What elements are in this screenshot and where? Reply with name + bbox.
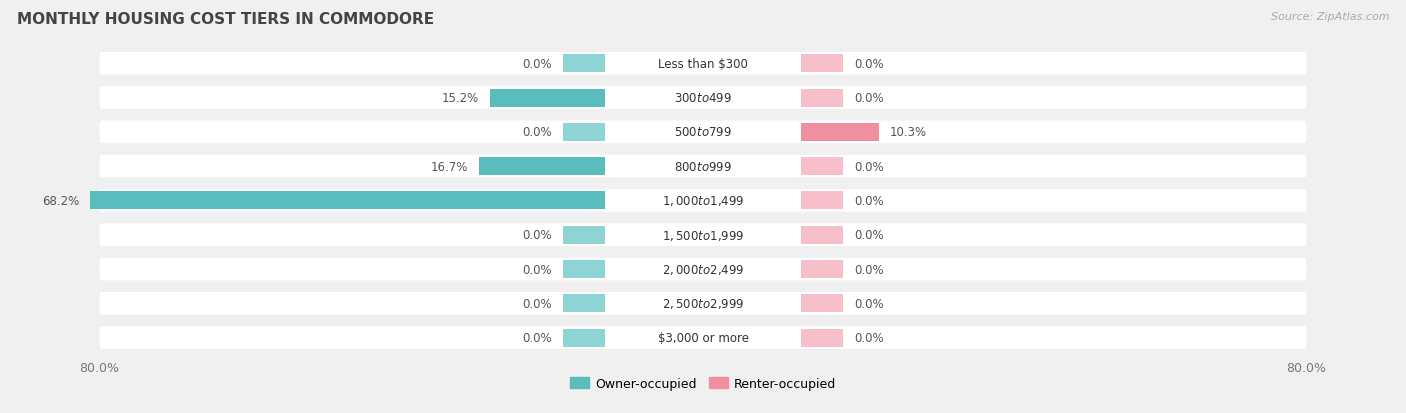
Text: $500 to $799: $500 to $799	[673, 126, 733, 139]
Text: 0.0%: 0.0%	[853, 57, 883, 71]
Text: $1,500 to $1,999: $1,500 to $1,999	[662, 228, 744, 242]
Text: Less than $300: Less than $300	[658, 57, 748, 71]
FancyBboxPatch shape	[100, 326, 1306, 349]
Text: 0.0%: 0.0%	[853, 229, 883, 242]
Text: Source: ZipAtlas.com: Source: ZipAtlas.com	[1271, 12, 1389, 22]
Text: 16.7%: 16.7%	[430, 160, 468, 173]
Bar	[801, 192, 842, 210]
FancyBboxPatch shape	[100, 224, 1306, 247]
FancyBboxPatch shape	[100, 87, 1306, 109]
Bar	[564, 260, 605, 278]
FancyBboxPatch shape	[100, 121, 1306, 144]
Bar	[479, 158, 605, 176]
FancyBboxPatch shape	[100, 258, 1306, 281]
Text: $1,000 to $1,499: $1,000 to $1,499	[662, 194, 744, 208]
Text: $2,000 to $2,499: $2,000 to $2,499	[662, 262, 744, 276]
Text: 0.0%: 0.0%	[523, 57, 553, 71]
Text: $3,000 or more: $3,000 or more	[658, 331, 748, 344]
Text: 68.2%: 68.2%	[42, 195, 79, 207]
Text: $2,500 to $2,999: $2,500 to $2,999	[662, 297, 744, 311]
Bar	[801, 89, 842, 107]
Text: 0.0%: 0.0%	[523, 263, 553, 276]
FancyBboxPatch shape	[100, 190, 1306, 212]
Bar	[801, 55, 842, 73]
Text: 10.3%: 10.3%	[890, 126, 927, 139]
Bar	[801, 158, 842, 176]
Bar	[801, 226, 842, 244]
Bar	[564, 55, 605, 73]
Bar	[801, 260, 842, 278]
Bar	[564, 123, 605, 142]
Text: 0.0%: 0.0%	[853, 92, 883, 105]
Legend: Owner-occupied, Renter-occupied: Owner-occupied, Renter-occupied	[565, 372, 841, 395]
Text: 0.0%: 0.0%	[853, 160, 883, 173]
Bar	[491, 89, 605, 107]
Bar	[801, 294, 842, 313]
Bar	[801, 123, 879, 142]
Bar	[564, 294, 605, 313]
Bar	[801, 329, 842, 347]
Text: 0.0%: 0.0%	[853, 263, 883, 276]
Text: 0.0%: 0.0%	[523, 331, 553, 344]
FancyBboxPatch shape	[100, 155, 1306, 178]
Text: 0.0%: 0.0%	[853, 331, 883, 344]
Bar	[564, 329, 605, 347]
Text: MONTHLY HOUSING COST TIERS IN COMMODORE: MONTHLY HOUSING COST TIERS IN COMMODORE	[17, 12, 434, 27]
Text: 0.0%: 0.0%	[523, 297, 553, 310]
FancyBboxPatch shape	[100, 292, 1306, 315]
Bar	[90, 192, 605, 210]
Text: 15.2%: 15.2%	[441, 92, 479, 105]
Bar	[564, 226, 605, 244]
FancyBboxPatch shape	[100, 53, 1306, 75]
Text: $300 to $499: $300 to $499	[673, 92, 733, 105]
Text: 0.0%: 0.0%	[853, 195, 883, 207]
Text: 0.0%: 0.0%	[523, 229, 553, 242]
Text: 0.0%: 0.0%	[523, 126, 553, 139]
Text: $800 to $999: $800 to $999	[673, 160, 733, 173]
Text: 0.0%: 0.0%	[853, 297, 883, 310]
